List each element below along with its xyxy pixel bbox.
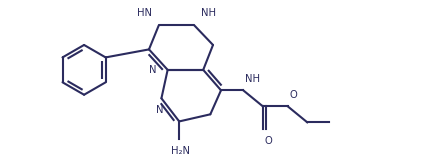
Text: N: N <box>150 65 157 75</box>
Text: NH: NH <box>201 8 216 18</box>
Text: O: O <box>265 136 272 146</box>
Text: N: N <box>156 105 164 115</box>
Text: HN: HN <box>137 8 152 18</box>
Text: O: O <box>290 90 297 100</box>
Text: H₂N: H₂N <box>172 146 190 156</box>
Text: NH: NH <box>245 74 260 84</box>
